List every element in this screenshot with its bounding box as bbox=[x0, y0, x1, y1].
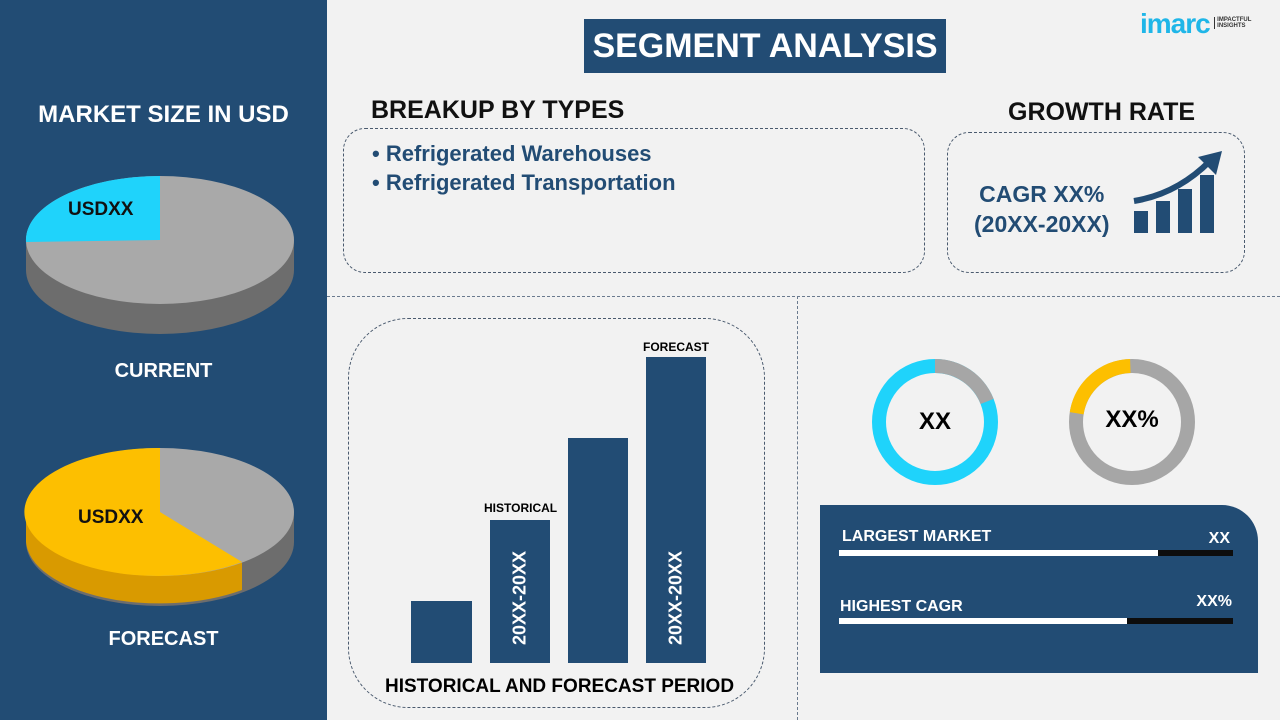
breakup-item: • Refrigerated Transportation bbox=[372, 170, 676, 195]
bar-2 bbox=[490, 520, 550, 663]
historical-bar-text: 20XX-20XX bbox=[509, 550, 530, 646]
divider bbox=[327, 296, 1280, 297]
largest-market-value: XX bbox=[1208, 530, 1230, 547]
growth-heading: GROWTH RATE bbox=[1008, 98, 1196, 126]
bar-3 bbox=[568, 438, 628, 663]
donut-1-text: XX bbox=[918, 408, 951, 435]
breakup-heading: BREAKUP BY TYPES bbox=[371, 96, 625, 124]
bar-chart-title: HISTORICAL AND FORECAST PERIOD bbox=[385, 676, 735, 697]
forecast-value: USDXX bbox=[78, 507, 144, 528]
largest-market-label: LARGEST MARKET bbox=[842, 528, 992, 545]
highest-cagr-label: HIGHEST CAGR bbox=[840, 598, 963, 615]
highest-cagr-bar bbox=[839, 618, 1233, 624]
forecast-pie bbox=[24, 447, 294, 606]
bar-4 bbox=[646, 357, 706, 663]
bar-chart-box bbox=[348, 318, 765, 708]
forecast-label: FORECAST bbox=[108, 628, 219, 650]
forecast-bar-text: 20XX-20XX bbox=[665, 550, 686, 646]
cagr-text: CAGR XX% bbox=[979, 181, 1105, 207]
current-label: CURRENT bbox=[114, 360, 213, 382]
breakup-box: • Refrigerated Warehouses • Refrigerated… bbox=[343, 128, 925, 273]
donut-2-text: XX% bbox=[1105, 406, 1159, 433]
bar-1 bbox=[411, 601, 472, 663]
page-title: SEGMENT ANALYSIS bbox=[584, 19, 946, 73]
forecast-pie-slice bbox=[24, 447, 242, 576]
growth-chart-icon bbox=[1133, 151, 1222, 233]
forecast-bar-label: FORECAST bbox=[643, 340, 709, 354]
historical-label: HISTORICAL bbox=[484, 501, 558, 515]
current-pie-slice bbox=[25, 176, 161, 242]
growth-box: CAGR XX% (20XX-20XX) bbox=[947, 132, 1245, 273]
stats-panel: LARGEST MARKET XX HIGHEST CAGR XX% bbox=[820, 505, 1258, 673]
largest-market-bar bbox=[839, 550, 1233, 556]
breakup-item: • Refrigerated Warehouses bbox=[372, 141, 652, 166]
current-value: USDXX bbox=[68, 199, 134, 220]
current-pie bbox=[25, 176, 294, 334]
donut-1 bbox=[872, 359, 998, 485]
divider bbox=[797, 296, 798, 720]
market-size-heading: MARKET SIZE IN USD bbox=[38, 101, 289, 128]
cagr-period: (20XX-20XX) bbox=[974, 211, 1110, 237]
donut-2 bbox=[1069, 359, 1195, 485]
highest-cagr-value: XX% bbox=[1196, 593, 1232, 610]
imarc-logo: imarc IMPACTFUL INSIGHTS bbox=[1140, 8, 1254, 40]
